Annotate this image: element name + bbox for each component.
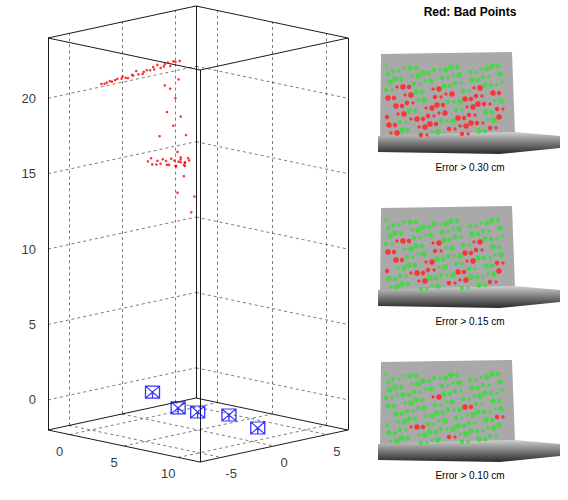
svg-text:0: 0 bbox=[29, 392, 36, 407]
svg-text:10: 10 bbox=[161, 466, 175, 481]
svg-text:Red: Bad Points: Red: Bad Points bbox=[424, 5, 517, 19]
svg-text:5: 5 bbox=[110, 455, 117, 470]
svg-text:5: 5 bbox=[333, 444, 340, 459]
svg-text:20: 20 bbox=[22, 91, 36, 106]
svg-text:-5: -5 bbox=[225, 466, 237, 481]
svg-text:Error > 0.15 cm: Error > 0.15 cm bbox=[435, 316, 504, 327]
svg-text:0: 0 bbox=[280, 455, 287, 470]
svg-text:10: 10 bbox=[22, 242, 36, 257]
svg-text:5: 5 bbox=[29, 317, 36, 332]
svg-text:0: 0 bbox=[56, 444, 63, 459]
svg-text:15: 15 bbox=[22, 166, 36, 181]
svg-text:Error > 0.10 cm: Error > 0.10 cm bbox=[435, 470, 504, 481]
svg-text:Error > 0.30 cm: Error > 0.30 cm bbox=[435, 162, 504, 173]
